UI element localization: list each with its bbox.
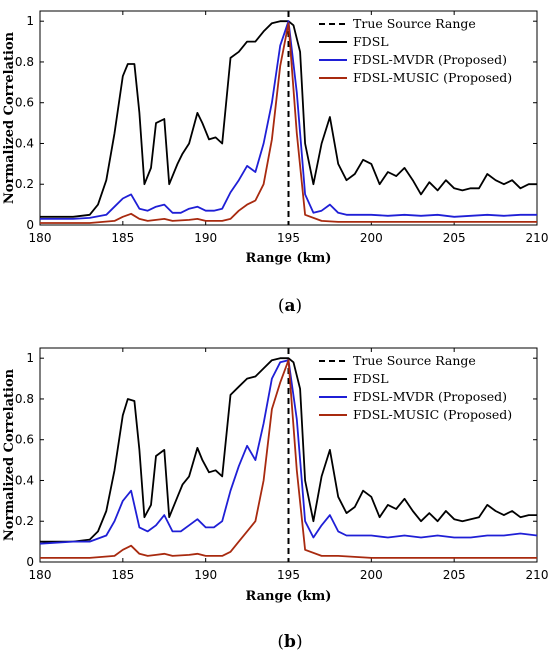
y-tick-label: 0	[26, 218, 34, 232]
x-tick-label: 190	[194, 231, 217, 245]
legend-entry: FDSL-MVDR (Proposed)	[353, 52, 507, 67]
series-line-fdsl-mvdr-proposed	[39, 359, 538, 545]
series-line-fdsl	[40, 20, 537, 218]
y-tick-label: 0	[26, 555, 34, 569]
y-tick-label: 0.6	[15, 96, 34, 110]
legend-entry: FDSL-MUSIC (Proposed)	[353, 407, 512, 422]
x-tick-label: 205	[443, 231, 466, 245]
x-tick-label: 185	[111, 231, 134, 245]
caption-paren-open: (	[277, 632, 284, 652]
y-tick-label: 0.8	[15, 392, 34, 406]
caption-paren-close: )	[296, 632, 303, 652]
y-tick-label: 0.4	[15, 473, 34, 487]
y-tick-label: 1	[26, 14, 34, 28]
y-tick-label: 0.6	[15, 433, 34, 447]
caption-letter: b	[284, 632, 296, 652]
legend-entry: True Source Range	[353, 353, 476, 368]
y-tick-label: 0.2	[15, 514, 34, 528]
x-tick-label: 210	[526, 568, 549, 582]
chart-panel-b: 180 185 190 195 200 205 210 0 0.2 0.4 0.6 0.8 1 True …	[2, 347, 549, 652]
series-line-fdsl-music-proposed	[40, 22, 537, 224]
x-axis-label: Range (km)	[246, 251, 332, 266]
y-tick-label: 0.4	[15, 136, 34, 150]
chart-panel-a: 180 185 190 195 200 205 210 0 0.2 0.4 0.6 0.8 1 True …	[2, 10, 549, 316]
y-tick-label: 1	[26, 351, 34, 365]
x-tick-label: 200	[360, 231, 383, 245]
x-tick-label: 195	[277, 568, 300, 582]
x-tick-label: 185	[111, 568, 134, 582]
x-tick-label: 195	[277, 231, 300, 245]
x-tick-label: 180	[29, 231, 52, 245]
legend-entry: FDSL-MVDR (Proposed)	[353, 389, 507, 404]
series-line-fdsl	[40, 357, 537, 543]
legend-entry: FDSL-MUSIC (Proposed)	[353, 70, 512, 85]
caption-paren-open: (	[278, 296, 285, 316]
y-axis-label: Normalized Correlation	[2, 31, 17, 204]
caption-letter: a	[284, 296, 295, 316]
x-tick-label: 205	[443, 568, 466, 582]
series-line-fdsl-music-proposed	[40, 359, 537, 559]
x-tick-label: 180	[29, 568, 52, 582]
legend-entry: FDSL	[353, 371, 389, 386]
series-line-fdsl-mvdr-proposed	[40, 20, 537, 220]
y-tick-label: 0.8	[15, 55, 34, 69]
y-tick-label: 0.2	[15, 177, 34, 191]
legend-entry: FDSL	[353, 34, 389, 49]
panel-caption: (b)	[277, 632, 302, 652]
x-tick-label: 190	[194, 568, 217, 582]
caption-paren-close: )	[296, 296, 303, 316]
x-tick-label: 200	[360, 568, 383, 582]
x-tick-label: 210	[526, 231, 549, 245]
panel-caption: (a)	[278, 296, 302, 316]
x-axis-label: Range (km)	[246, 589, 332, 604]
y-axis-label: Normalized Correlation	[2, 368, 17, 541]
legend-entry: True Source Range	[353, 16, 476, 31]
